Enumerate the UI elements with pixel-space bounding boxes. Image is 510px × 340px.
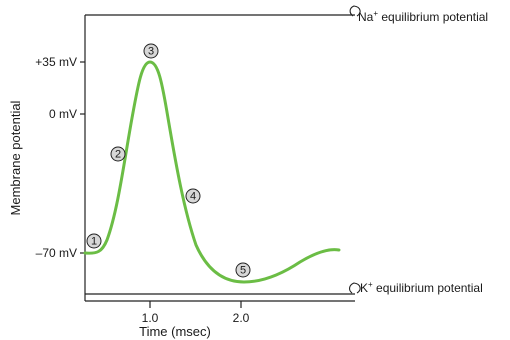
marker-1-label: 1: [91, 235, 97, 247]
k-equilibrium-label: K+ equilibrium potential: [360, 280, 483, 295]
marker-4: 4: [185, 188, 201, 204]
marker-2-label: 2: [115, 148, 121, 160]
y-tick-label-plus35: +35 mV: [35, 55, 77, 69]
y-tick-label-zero: 0 mV: [49, 107, 77, 121]
x-axis-title: Time (msec): [139, 324, 211, 339]
marker-3: 3: [143, 43, 159, 59]
na-equilibrium-text: equilibrium potential: [378, 10, 488, 24]
na-equilibrium-label: Na+ equilibrium potential: [358, 9, 488, 24]
marker-1: 1: [86, 233, 102, 249]
k-ion: K: [360, 281, 368, 295]
y-axis-title: Membrane potential: [8, 100, 23, 215]
marker-4-label: 4: [190, 190, 196, 202]
na-charge: +: [373, 9, 378, 18]
marker-5-label: 5: [240, 264, 246, 276]
marker-5: 5: [235, 262, 251, 278]
x-tick-label-1: 1.0: [142, 311, 159, 325]
x-tick-label-2: 2.0: [233, 311, 250, 325]
y-tick-label-minus70: –70 mV: [36, 246, 77, 260]
k-charge: +: [368, 280, 373, 289]
k-equilibrium-text: equilibrium potential: [373, 281, 483, 295]
marker-2: 2: [110, 146, 126, 162]
marker-3-label: 3: [148, 45, 154, 57]
action-potential-curve: [83, 60, 341, 284]
k-curl-arrow-icon: [349, 282, 361, 294]
na-ion: Na: [358, 10, 374, 24]
na-curl-arrow-icon: [349, 5, 361, 17]
